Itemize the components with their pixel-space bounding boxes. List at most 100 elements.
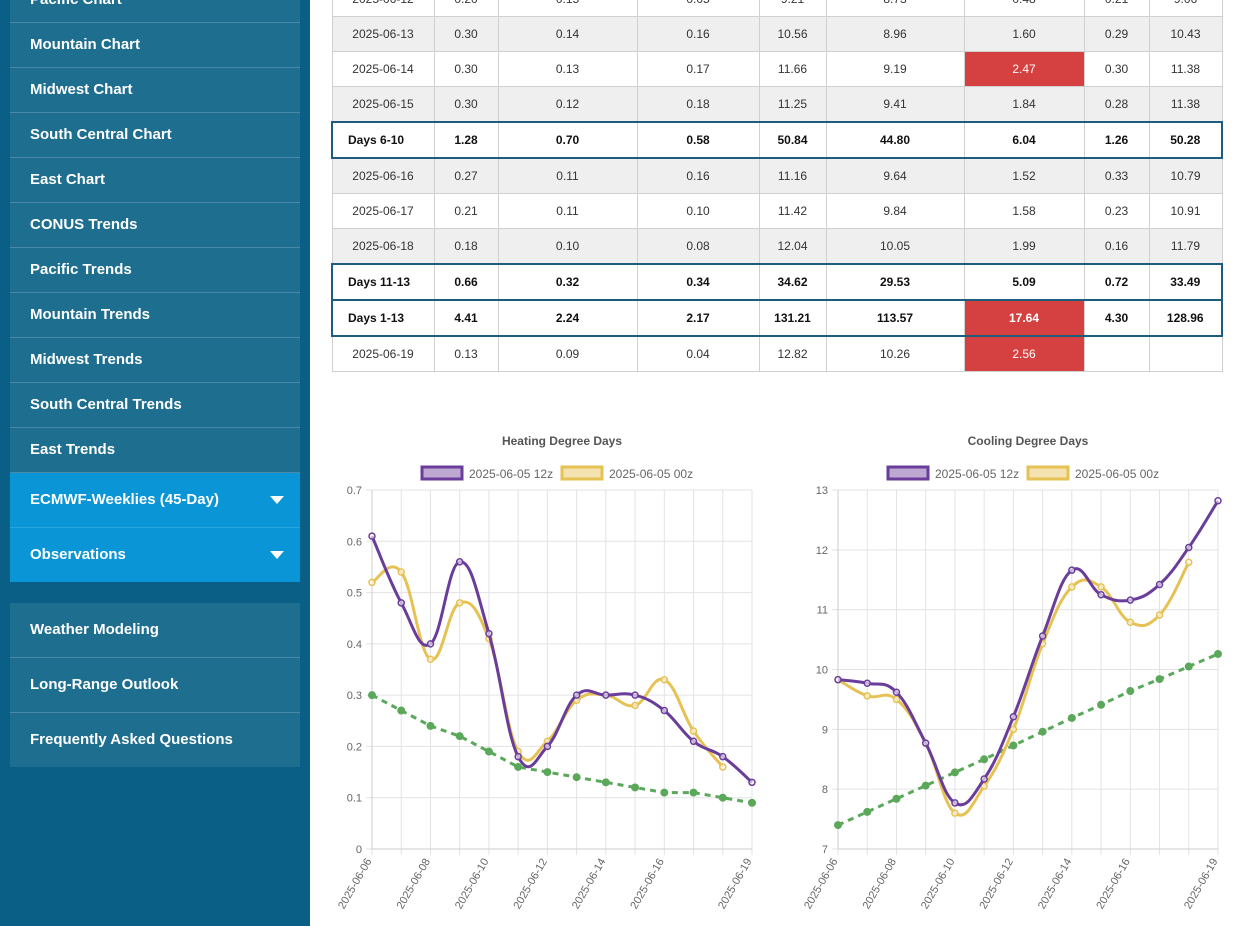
data-point[interactable]	[1009, 725, 1018, 734]
data-point[interactable]	[631, 701, 639, 710]
sidebar-item-east-trends[interactable]: East Trends	[10, 428, 300, 473]
data-point[interactable]	[1185, 558, 1193, 567]
table-cell-value: 0.28	[1083, 86, 1150, 123]
data-point[interactable]	[1155, 580, 1164, 589]
legend-item[interactable]: 2025-06-05 12z	[886, 465, 1019, 481]
sidebar-item-mountain-trends[interactable]: Mountain Trends	[10, 293, 300, 338]
data-point[interactable]	[892, 794, 901, 803]
legend-item[interactable]: 2025-06-05 12z	[420, 465, 553, 481]
y-tick-label: 9	[822, 724, 828, 736]
data-point[interactable]	[1155, 675, 1164, 684]
sidebar-item-pacific-trends[interactable]: Pacific Trends	[10, 248, 300, 293]
data-point[interactable]	[863, 807, 872, 816]
sidebar-link-faq[interactable]: Frequently Asked Questions	[10, 713, 300, 767]
legend-item[interactable]: 2025-06-05 00z	[1026, 465, 1159, 481]
data-point[interactable]	[514, 752, 522, 761]
data-point[interactable]	[689, 788, 698, 797]
data-point[interactable]	[397, 706, 406, 715]
data-point[interactable]	[1185, 543, 1193, 552]
sidebar-item-south-central-chart[interactable]: South Central Chart	[10, 113, 300, 158]
data-point[interactable]	[426, 640, 435, 648]
data-point[interactable]	[397, 599, 405, 607]
data-point[interactable]	[543, 742, 552, 751]
data-point[interactable]	[572, 773, 581, 782]
data-point[interactable]	[572, 691, 581, 699]
data-point[interactable]	[1126, 618, 1135, 626]
data-point[interactable]	[514, 762, 523, 771]
data-point[interactable]	[719, 763, 727, 771]
data-point[interactable]	[484, 747, 493, 756]
data-point[interactable]	[951, 809, 959, 817]
data-point[interactable]	[1126, 596, 1135, 604]
data-point[interactable]	[980, 775, 988, 783]
data-point[interactable]	[631, 783, 640, 792]
data-point[interactable]	[921, 781, 930, 790]
chart-svg: Cooling Degree Days 2025-06-05 12z 2025-06…	[802, 434, 1222, 912]
data-point[interactable]	[1038, 632, 1047, 640]
data-point[interactable]	[543, 768, 552, 777]
data-point[interactable]	[1097, 700, 1106, 709]
data-point[interactable]	[1068, 583, 1076, 591]
data-point[interactable]	[980, 755, 989, 764]
data-point[interactable]	[368, 532, 376, 540]
data-point[interactable]	[950, 768, 959, 777]
sidebar-submenu-observations[interactable]: Observations	[10, 528, 300, 582]
sidebar-item-mountain-chart[interactable]: Mountain Chart	[10, 23, 300, 68]
sidebar-item-east-chart[interactable]: East Chart	[10, 158, 300, 203]
data-point[interactable]	[426, 721, 435, 730]
data-point[interactable]	[397, 568, 405, 576]
table-cell-value: 1.58	[963, 193, 1085, 229]
data-point[interactable]	[1067, 713, 1076, 722]
data-point[interactable]	[834, 675, 842, 684]
data-point[interactable]	[660, 676, 669, 684]
data-point[interactable]	[1038, 727, 1047, 736]
data-point[interactable]	[660, 788, 669, 797]
data-point[interactable]	[921, 739, 930, 747]
sidebar-item-conus-trends[interactable]: CONUS Trends	[10, 203, 300, 248]
data-point[interactable]	[601, 778, 610, 787]
data-point[interactable]	[631, 691, 639, 699]
data-point[interactable]	[1214, 649, 1222, 658]
data-point[interactable]	[892, 688, 901, 696]
data-point[interactable]	[660, 706, 669, 715]
data-point[interactable]	[426, 655, 435, 663]
data-point[interactable]	[1097, 583, 1105, 591]
legend-item[interactable]: 2025-06-05 00z	[560, 465, 693, 481]
data-point[interactable]	[455, 599, 464, 607]
data-point[interactable]	[834, 821, 842, 830]
data-point[interactable]	[718, 793, 727, 802]
data-point[interactable]	[1155, 611, 1164, 619]
data-point[interactable]	[1009, 713, 1018, 721]
sidebar-link-weather-modeling[interactable]: Weather Modeling	[10, 603, 300, 658]
data-point[interactable]	[455, 732, 464, 741]
data-point[interactable]	[892, 695, 901, 704]
table-cell-value: 33.49	[1148, 263, 1223, 301]
data-point[interactable]	[863, 692, 871, 700]
sidebar-item-midwest-chart[interactable]: Midwest Chart	[10, 68, 300, 113]
sidebar-item-pacific-chart[interactable]: Pacific Chart	[10, 0, 300, 23]
data-point[interactable]	[1126, 687, 1135, 696]
data-point[interactable]	[689, 737, 698, 746]
data-point[interactable]	[748, 798, 756, 807]
data-point[interactable]	[485, 629, 493, 638]
data-point[interactable]	[689, 727, 698, 735]
data-point[interactable]	[1009, 741, 1018, 750]
data-point[interactable]	[951, 799, 959, 807]
data-point[interactable]	[1097, 590, 1105, 599]
table-cell-date: 2025-06-18	[331, 228, 435, 265]
data-point[interactable]	[1214, 497, 1222, 505]
data-point[interactable]	[455, 558, 464, 566]
data-point[interactable]	[368, 691, 376, 700]
data-point[interactable]	[1068, 566, 1076, 574]
data-point[interactable]	[748, 778, 756, 787]
sidebar-link-long-range-outlook[interactable]: Long-Range Outlook	[10, 658, 300, 713]
sidebar-item-midwest-trends[interactable]: Midwest Trends	[10, 338, 300, 383]
data-point[interactable]	[719, 752, 727, 761]
data-point[interactable]	[1184, 662, 1193, 671]
data-point[interactable]	[602, 691, 610, 699]
sidebar-item-south-central-trends[interactable]: South Central Trends	[10, 383, 300, 428]
data-point[interactable]	[368, 578, 376, 587]
data-point[interactable]	[863, 679, 871, 688]
x-tick-label: 2025-06-12	[977, 857, 1016, 912]
sidebar-submenu-ecmwf-weeklies[interactable]: ECMWF-Weeklies (45-Day)	[10, 473, 300, 528]
